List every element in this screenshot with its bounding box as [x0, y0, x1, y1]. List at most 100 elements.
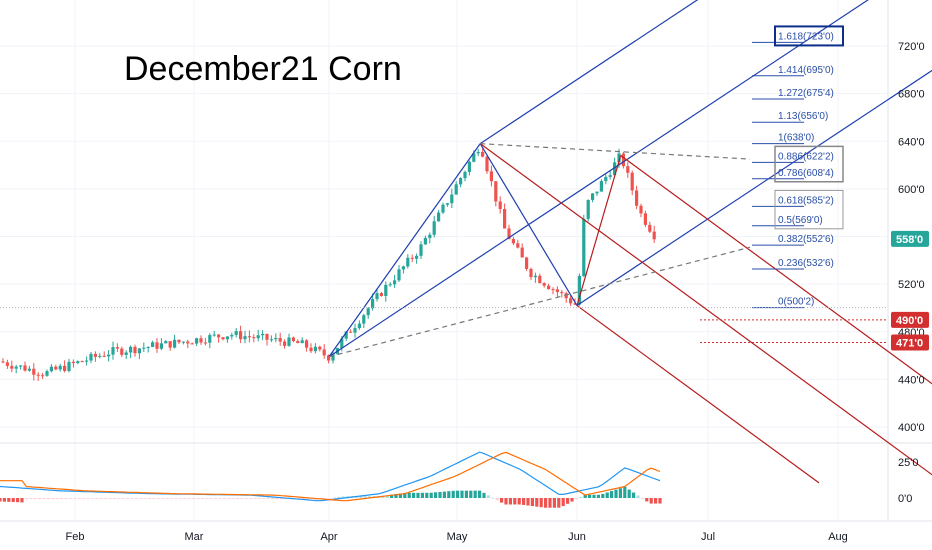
candle-body: [230, 334, 234, 337]
macd-histogram-bar: [464, 490, 468, 498]
macd-histogram-bar: [610, 491, 614, 498]
macd-histogram-bar: [570, 498, 574, 502]
candle-body: [511, 239, 515, 244]
macd-histogram-bar: [491, 497, 495, 499]
macd-histogram-bar: [16, 498, 20, 503]
macd-histogram-bar: [495, 498, 499, 501]
candle-body: [485, 156, 489, 172]
macd-histogram-bar: [161, 498, 165, 499]
candle-body: [234, 331, 238, 335]
candle-body: [217, 334, 221, 338]
candle-body: [626, 166, 630, 173]
candle-body: [269, 339, 273, 341]
candle-body: [344, 331, 348, 339]
candle-body: [14, 366, 18, 369]
candle-body: [41, 375, 45, 377]
candle-body: [533, 275, 537, 278]
macd-histogram-bar: [478, 490, 482, 498]
time-axis[interactable]: Feb Mar Apr May Jun Jul Aug: [66, 531, 848, 543]
grid: [0, 0, 888, 520]
candle-body: [102, 355, 106, 357]
candle-body: [586, 199, 590, 219]
candle-body: [300, 340, 304, 344]
candle-body: [133, 346, 137, 354]
candle-body: [366, 308, 370, 316]
macd-histogram-bar: [77, 498, 81, 499]
macd-histogram-bar: [46, 498, 50, 500]
y-tick-label: 440'0: [898, 374, 925, 386]
macd-histogram-bar: [222, 498, 226, 499]
candle-body: [538, 275, 542, 284]
y-tick-label: 520'0: [898, 279, 925, 291]
macd-histogram-bar: [183, 498, 187, 499]
candle-body: [63, 365, 67, 371]
candle-body: [45, 371, 49, 376]
candle-body: [454, 184, 458, 195]
price-tags: 490'0 471'0 558'0: [891, 230, 929, 351]
candle-body: [423, 237, 427, 245]
fib-level-label: 0.5(569'0): [778, 215, 823, 226]
candle-body: [428, 234, 432, 238]
macd-histogram-bar: [280, 498, 284, 500]
macd-histogram-bar: [51, 498, 55, 500]
candle-body: [445, 203, 449, 205]
current-price-tag: [891, 230, 929, 247]
macd-histogram-bar: [200, 498, 204, 499]
candle-body: [503, 208, 507, 229]
candle-body: [71, 361, 75, 364]
fib-highlight-box: [774, 145, 844, 183]
macd-histogram-bar: [460, 490, 464, 498]
macd-histogram-bar: [341, 496, 345, 498]
macd-histogram-bar: [130, 498, 134, 499]
candle-body: [582, 218, 586, 276]
candle-body: [384, 284, 388, 297]
candle-body: [247, 336, 251, 338]
candle-body: [639, 205, 643, 214]
y-tick-label: 600'0: [898, 184, 925, 196]
macd-line: [0, 451, 661, 502]
macd-histogram-bar: [231, 498, 235, 499]
candle-body: [652, 231, 656, 240]
macd-histogram-bar: [266, 498, 270, 499]
macd-histogram-bar: [148, 498, 152, 499]
macd-histogram-bar: [473, 490, 477, 498]
candles: [1, 148, 656, 381]
macd-histogram-bar: [90, 498, 94, 499]
macd-histogram-bar: [566, 498, 570, 504]
fib-level-label: 1(638'0): [778, 133, 814, 144]
x-tick-label: Jun: [568, 531, 586, 543]
candle-body: [635, 190, 639, 206]
candle-body: [186, 341, 190, 344]
candle-body: [32, 368, 36, 375]
macd-histogram-bar: [249, 498, 253, 499]
fork-red-upper: [620, 155, 932, 385]
macd-histogram-bar: [227, 498, 231, 499]
candle-body: [291, 337, 295, 342]
candle-body: [441, 204, 445, 213]
candle-body: [353, 328, 357, 333]
x-tick-label: May: [447, 531, 468, 543]
candle-body: [208, 335, 212, 343]
candle-body: [577, 275, 581, 305]
macd-histogram-bar: [20, 498, 24, 503]
dashed-trendline: [328, 246, 751, 358]
macd-y-label: 0'0: [898, 493, 912, 505]
candle-body: [388, 284, 392, 286]
macd-histogram-bar: [33, 498, 37, 500]
candle-body: [111, 347, 115, 355]
candle-body: [564, 293, 568, 299]
candle-body: [498, 201, 502, 209]
macd-histogram-bar: [187, 498, 191, 499]
signal-line: [0, 451, 661, 502]
candle-body: [432, 221, 436, 235]
candle-body: [529, 268, 533, 278]
candle-body: [331, 354, 335, 361]
candle-body: [274, 337, 278, 340]
fib-level-label: 1.13(656'0): [778, 111, 828, 122]
macd-histogram-bar: [429, 492, 433, 498]
macd-histogram-bar: [117, 498, 121, 499]
macd-histogram-bar: [504, 498, 508, 505]
candle-body: [76, 361, 80, 364]
candle-body: [472, 153, 476, 162]
